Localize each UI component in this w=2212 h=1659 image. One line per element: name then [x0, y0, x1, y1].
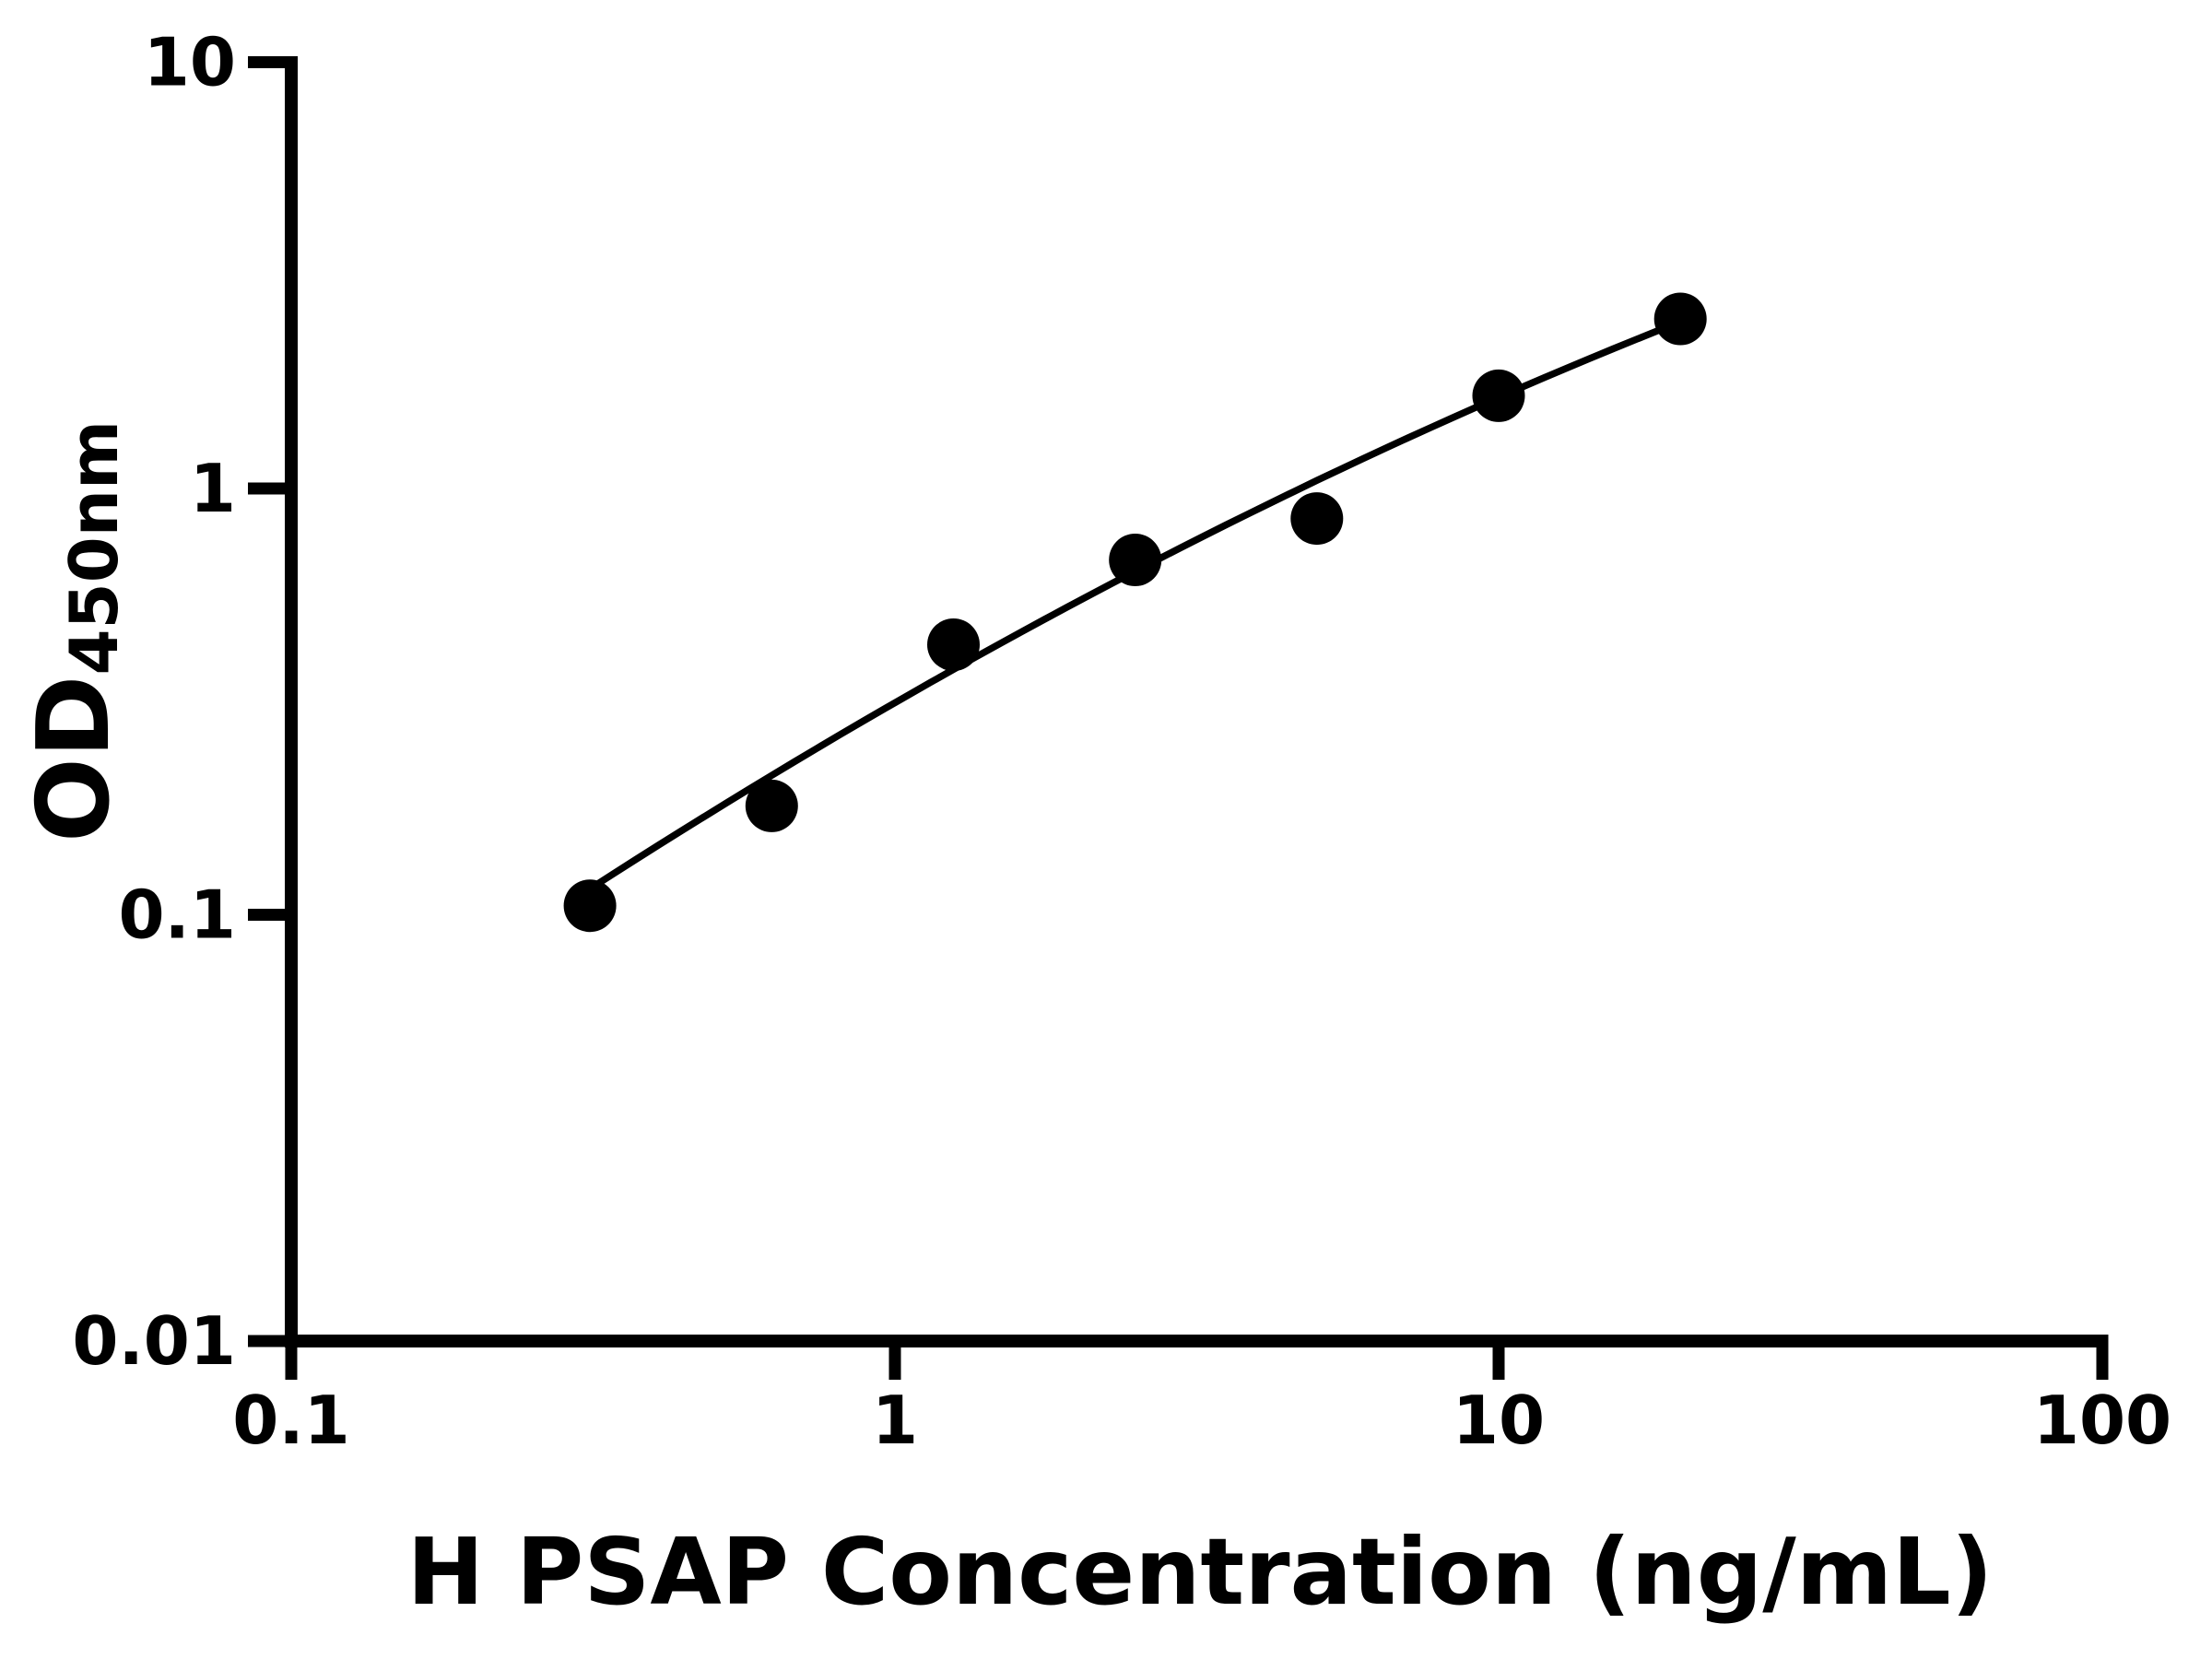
axes-layer: [285, 56, 2109, 1347]
x-tick-label-1: 1: [872, 1382, 918, 1459]
y-tick-label-0.1: 0.1: [118, 877, 236, 954]
x-axis-title: H PSAP Concentration (ng/mL): [407, 1518, 1994, 1626]
data-point-1.25: [927, 618, 980, 671]
y-tick-label-0.01: 0.01: [72, 1302, 236, 1380]
data-point-10: [1472, 369, 1525, 422]
data-point-0.625: [745, 779, 798, 832]
x-tick-label-10: 10: [1453, 1382, 1545, 1459]
data-point-20: [1653, 292, 1707, 346]
y-axis-title-main: OD: [17, 676, 132, 842]
data-point-2.5: [1109, 534, 1162, 586]
y-tick-label-10: 10: [144, 24, 236, 101]
data-point-0.3125: [563, 879, 617, 933]
x-tick-label-100: 100: [2033, 1382, 2171, 1459]
y-tick-label-1: 1: [190, 450, 236, 527]
data-point-5: [1290, 492, 1344, 546]
data-points-layer: [563, 292, 1707, 933]
y-axis-title-subscript: 450nm: [55, 420, 133, 676]
y-axis-title: OD450nm: [17, 420, 133, 842]
x-tick-label-0.1: 0.1: [232, 1382, 350, 1459]
ticks-layer: [248, 56, 2109, 1380]
